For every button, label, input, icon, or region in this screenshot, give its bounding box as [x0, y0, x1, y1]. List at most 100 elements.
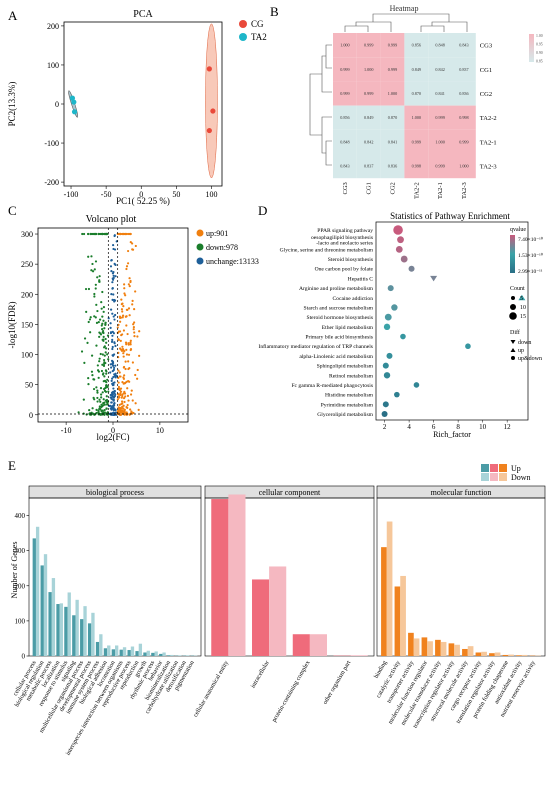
volcano-point-up — [127, 283, 130, 286]
heatmap-cell-value: 0.999 — [340, 91, 349, 96]
go-bar-up — [292, 634, 310, 656]
pathway-label: Ether lipid metabolism — [322, 325, 374, 331]
volcano-point-down — [101, 315, 104, 318]
heatmap-cell-value: 0.841 — [435, 91, 444, 96]
volcano-point-unchange — [111, 334, 114, 337]
volcano-point-down — [86, 341, 89, 344]
volcano-point-up — [118, 406, 122, 409]
heatmap-cell — [428, 154, 452, 179]
volcano-point-unchange — [112, 247, 115, 251]
heatmap-row-label: CG3 — [480, 43, 492, 50]
volcano-point-down — [95, 386, 98, 389]
pca-ellipses — [68, 23, 218, 179]
pathway-point — [465, 343, 471, 350]
heatmap-cell-value: 0.843 — [340, 164, 349, 169]
volcano-point-down — [91, 262, 94, 266]
volcano-point-down — [96, 400, 99, 403]
pca-y-tick-label: 200 — [47, 22, 59, 31]
volcano-point-up — [123, 392, 127, 395]
volcano-point-down — [100, 324, 103, 327]
volcano-point-down — [105, 398, 109, 402]
go-y-tick-label: 200 — [15, 582, 26, 590]
go-bar-down — [467, 646, 474, 656]
heatmap-cell-value: 0.999 — [388, 67, 397, 72]
pca-y-tick-label: -200 — [44, 178, 59, 187]
pathway-label: alpha-Linolenic acid metabolism — [299, 354, 373, 360]
heatmap-cell — [428, 81, 452, 106]
volcano-point-up — [138, 330, 141, 333]
volcano-x-tick-label: 10 — [156, 426, 164, 435]
volcano-y-tick-label: 100 — [21, 351, 33, 360]
volcano-point-down — [101, 322, 104, 325]
pathway-diff-title: Diff — [510, 329, 520, 336]
volcano-point-down — [98, 357, 101, 360]
volcano-point-up — [123, 292, 126, 295]
volcano-point-up — [119, 320, 122, 323]
go-bar-down — [43, 554, 48, 656]
pathway-qvalue-tick-0: 7.40×10⁻¹⁰ — [518, 236, 544, 243]
heatmap-col-label: CG2 — [390, 182, 397, 194]
volcano-point-down — [100, 301, 103, 304]
pca-x-tick-label: 50 — [172, 190, 180, 199]
heatmap-cells: 1.000 0.999 0.999 0.856 0.848 0.843 0.999 1.000… — [333, 33, 476, 179]
volcano-point-up — [123, 287, 126, 290]
volcano-point-up — [117, 381, 120, 384]
volcano-point-down — [96, 391, 99, 394]
pathway-label: Starch and sucrose metabolism — [304, 305, 374, 311]
heatmap-cell-value: 0.999 — [364, 43, 373, 48]
heatmap-color-scale — [529, 34, 534, 62]
volcano-point-down — [94, 316, 97, 319]
volcano-point-down — [95, 411, 98, 415]
volcano-point-unchange — [112, 408, 115, 411]
go-bar-up — [448, 643, 455, 656]
heatmap-col-label: TA2-3 — [461, 182, 468, 199]
go-bar-down — [67, 592, 71, 656]
volcano-legend-label-up: up:901 — [206, 229, 228, 238]
volcano-legend-marker-down — [196, 243, 204, 251]
volcano-point-down — [92, 396, 95, 399]
volcano-point-up — [129, 341, 132, 344]
volcano-point-up — [120, 308, 124, 311]
volcano-point-up — [127, 307, 131, 310]
volcano-point-unchange — [109, 363, 112, 366]
go-bar-down — [170, 654, 174, 656]
pathway-label: Glycine, serine and threonine metabolism — [280, 247, 374, 253]
go-legend-mf-up — [499, 464, 507, 472]
heatmap-cell-value: 0.848 — [340, 139, 349, 144]
pathway-point — [382, 401, 389, 408]
heatmap-cell-value: 0.870 — [412, 91, 421, 96]
volcano-point-unchange — [114, 275, 117, 278]
volcano-point-down — [102, 335, 105, 338]
volcano-point-unchange — [111, 345, 114, 349]
go-bar-down — [75, 599, 79, 656]
volcano-point-down — [101, 363, 104, 366]
pathway-diff-up-marker — [510, 348, 516, 352]
volcano-point-down — [102, 338, 105, 341]
heatmap-cell-value: 0.842 — [364, 139, 373, 144]
go-bar-down — [146, 650, 150, 656]
volcano-point-up — [136, 335, 139, 338]
heatmap-cell — [404, 154, 429, 179]
heatmap-cell — [380, 105, 405, 130]
pca-x-tick-label: -100 — [64, 190, 79, 199]
volcano-point-down — [97, 410, 100, 413]
go-y-label: Number of Genes — [10, 542, 19, 599]
volcano-y-tick-label: 300 — [21, 230, 33, 239]
heatmap-cell-value: 0.999 — [340, 67, 349, 72]
pathway-point — [382, 362, 389, 369]
volcano-point-down — [92, 232, 95, 236]
volcano-point-unchange — [113, 318, 116, 321]
pca-legend-ta2-label: TA2 — [251, 32, 267, 42]
go-category-label: intracellular — [250, 659, 272, 690]
volcano-point-down — [87, 287, 91, 291]
go-bar-down — [400, 575, 406, 656]
volcano-point-up — [122, 352, 125, 355]
volcano-point-up — [128, 285, 131, 288]
go-bar-up — [516, 655, 522, 656]
heatmap-cell-value: 0.836 — [459, 91, 468, 96]
go-bar-up — [32, 538, 36, 656]
volcano-point-up — [122, 397, 126, 400]
volcano-point-unchange — [111, 272, 115, 275]
volcano-point-up — [123, 283, 126, 286]
volcano-point-down — [88, 318, 92, 321]
